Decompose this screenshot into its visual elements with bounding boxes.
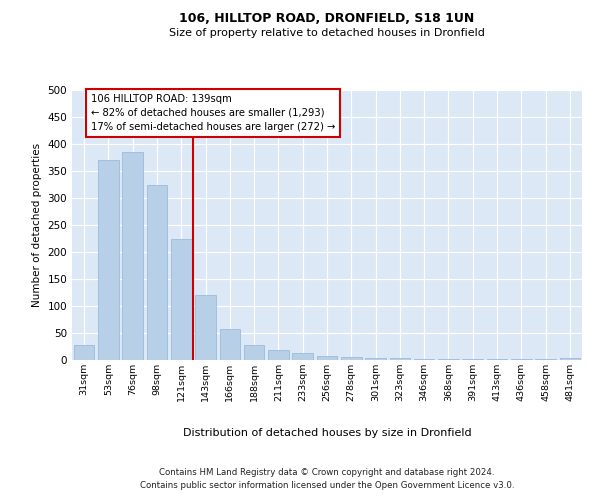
Bar	[341, 358, 362, 360]
Bar	[98, 160, 119, 360]
Bar	[292, 353, 313, 360]
Bar	[171, 238, 191, 360]
Bar	[195, 295, 216, 360]
Bar	[317, 356, 337, 360]
Bar	[560, 358, 580, 360]
Bar	[389, 358, 410, 360]
Text: Contains HM Land Registry data © Crown copyright and database right 2024.: Contains HM Land Registry data © Crown c…	[159, 468, 495, 477]
Bar	[268, 350, 289, 360]
Text: 106 HILLTOP ROAD: 139sqm
← 82% of detached houses are smaller (1,293)
17% of sem: 106 HILLTOP ROAD: 139sqm ← 82% of detach…	[91, 94, 335, 132]
Bar	[244, 346, 265, 360]
Bar	[146, 184, 167, 360]
Bar	[122, 152, 143, 360]
Bar	[220, 329, 240, 360]
Bar	[365, 358, 386, 360]
Bar	[74, 346, 94, 360]
Text: Distribution of detached houses by size in Dronfield: Distribution of detached houses by size …	[182, 428, 472, 438]
Bar	[414, 359, 434, 360]
Text: Contains public sector information licensed under the Open Government Licence v3: Contains public sector information licen…	[140, 480, 514, 490]
Y-axis label: Number of detached properties: Number of detached properties	[32, 143, 42, 307]
Bar	[438, 359, 459, 360]
Text: Size of property relative to detached houses in Dronfield: Size of property relative to detached ho…	[169, 28, 485, 38]
Text: 106, HILLTOP ROAD, DRONFIELD, S18 1UN: 106, HILLTOP ROAD, DRONFIELD, S18 1UN	[179, 12, 475, 26]
